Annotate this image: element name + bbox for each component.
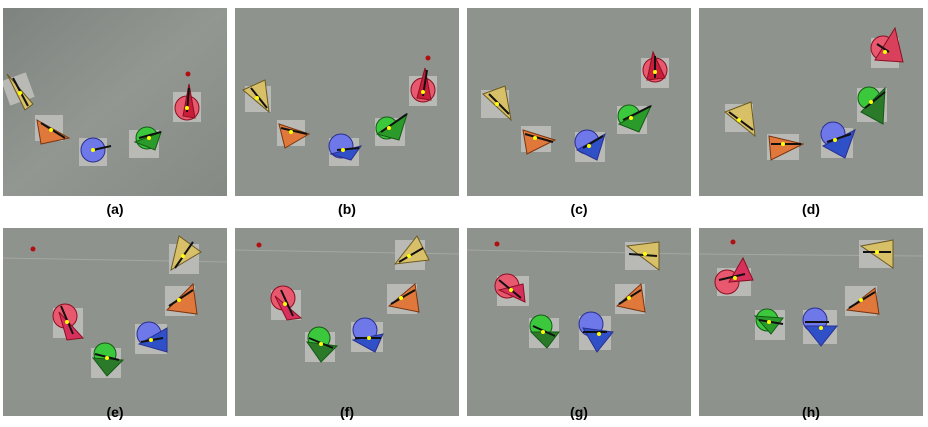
robot-green: [91, 342, 125, 378]
target-marker: [256, 242, 262, 248]
target-marker: [425, 55, 431, 61]
frame-c-image: [467, 8, 691, 196]
robot-yellow: [481, 85, 512, 122]
robot-orange: [277, 120, 311, 149]
robot-orange: [35, 115, 71, 145]
frame-b: [235, 8, 459, 196]
robot-red: [641, 50, 669, 88]
robot-blue: [328, 133, 363, 166]
robot-orange: [767, 134, 805, 161]
robot-green: [753, 308, 785, 340]
robot-blue: [578, 311, 614, 353]
robot-green: [617, 104, 653, 134]
frame-h-image: [699, 228, 923, 400]
caption-e: (e): [106, 404, 124, 420]
robot-red: [270, 285, 303, 321]
robot-yellow: [169, 235, 202, 274]
caption-b: (b): [338, 201, 356, 217]
target-marker: [494, 241, 500, 247]
frame-d-image: [699, 8, 923, 196]
robot-green: [857, 86, 887, 125]
caption-c: (c): [570, 201, 588, 217]
target-marker: [30, 246, 36, 252]
robot-red: [52, 303, 85, 341]
robot-orange: [387, 283, 420, 314]
robot-blue: [351, 317, 384, 353]
robot-orange: [615, 282, 646, 314]
frame-e-image: [3, 228, 227, 400]
caption-a: (a): [106, 201, 124, 217]
robot-yellow: [3, 72, 35, 111]
frame-g-image: [467, 228, 691, 400]
caption-f: (f): [340, 404, 354, 420]
frame-a-image: [3, 8, 227, 196]
robot-red: [714, 256, 754, 296]
robot-red: [870, 26, 904, 68]
frame-a: [3, 8, 227, 196]
robot-blue: [574, 129, 606, 162]
robot-red: [409, 67, 437, 106]
robot-yellow: [242, 79, 271, 114]
robot-blue: [79, 137, 112, 166]
robot-blue: [802, 307, 839, 347]
frame-b-image: [235, 8, 459, 196]
robot-red: [494, 273, 529, 306]
target-marker: [730, 239, 736, 245]
robot-green: [305, 326, 339, 363]
robot-orange: [521, 126, 557, 155]
robot-green: [529, 314, 560, 349]
target-marker: [185, 71, 191, 77]
frame-d: [699, 8, 923, 196]
frame-f: [235, 228, 459, 416]
frame-g: [467, 228, 691, 416]
caption-g: (g): [570, 404, 588, 420]
robot-yellow: [724, 101, 756, 138]
robot-blue: [135, 321, 168, 354]
caption-d: (d): [802, 201, 820, 217]
frame-c: [467, 8, 691, 196]
robot-orange: [165, 282, 198, 316]
frame-h: [699, 228, 923, 416]
robot-orange: [845, 286, 880, 316]
frame-f-image: [235, 228, 459, 400]
robot-yellow: [625, 241, 660, 271]
robot-green: [129, 126, 162, 158]
robot-blue: [820, 121, 856, 159]
frame-e: [3, 228, 227, 416]
robot-yellow: [859, 239, 894, 269]
caption-h: (h): [802, 404, 820, 420]
robot-red: [173, 83, 201, 122]
robot-yellow: [393, 235, 430, 270]
robot-green: [375, 112, 408, 146]
